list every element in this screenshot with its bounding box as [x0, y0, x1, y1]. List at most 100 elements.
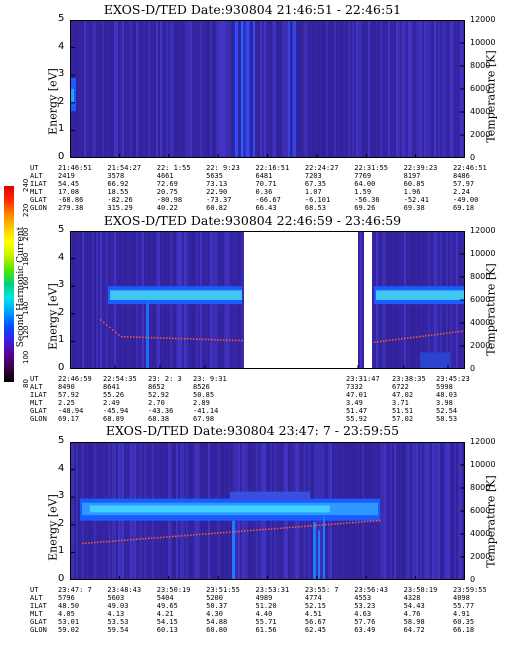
texture-stripe: [270, 20, 272, 158]
temperature-point: [319, 524, 321, 526]
texture-stripe: [448, 442, 450, 580]
ephemeris-value: 58.98: [403, 618, 425, 626]
ephemeris-value: 62.45: [304, 626, 326, 634]
temperature-point: [271, 528, 273, 530]
temperature-point: [461, 330, 463, 333]
temperature-point: [154, 537, 156, 539]
temperature-point: [407, 337, 409, 339]
ephemeris-value: 279.38: [58, 204, 84, 212]
temperature-point: [169, 536, 171, 538]
texture-stripe: [154, 20, 156, 158]
ephemeris-row-label: ILAT: [30, 391, 47, 399]
y-tick-label: 0: [58, 362, 65, 373]
temperature-point: [199, 533, 201, 536]
texture-stripe: [214, 20, 216, 158]
temperature-point: [367, 520, 369, 523]
temperature-point: [440, 333, 442, 335]
ephemeris-value: 4661: [156, 172, 174, 180]
ephemeris-value: 70.71: [255, 180, 277, 188]
temperature-point: [370, 520, 372, 522]
ephemeris-value: -56.36: [354, 196, 380, 204]
ephemeris-value: 60.80: [206, 626, 228, 634]
ephemeris-value: 64.00: [354, 180, 376, 188]
texture-stripe: [344, 20, 346, 158]
ephemeris-value: 8652: [148, 383, 165, 391]
temperature-point: [100, 319, 102, 321]
ephemeris-value: 50.37: [206, 602, 228, 610]
temperature-point: [190, 534, 192, 536]
texture-stripe: [166, 20, 168, 158]
texture-stripe: [400, 20, 402, 158]
ephemeris-value: 22:24:27: [304, 164, 339, 172]
texture-stripe: [116, 20, 118, 158]
temperature-point: [410, 336, 412, 339]
ephemeris-value: 22:54:35: [103, 375, 137, 383]
temperature-point: [235, 530, 237, 533]
texture-stripe: [218, 20, 220, 158]
temperature-point: [130, 539, 132, 541]
texture-stripe: [128, 20, 130, 158]
texture-stripe: [388, 20, 390, 158]
texture-stripe: [274, 20, 276, 158]
texture-stripe: [428, 442, 430, 580]
texture-stripe: [134, 20, 136, 158]
texture-stripe: [148, 20, 150, 158]
ephemeris-value: 54.43: [403, 602, 425, 610]
texture-stripe: [152, 20, 154, 158]
ephemeris-value: 22:46:51: [453, 164, 487, 172]
ephemeris-value: 69.26: [354, 204, 376, 212]
ephemeris-value: 57.92: [58, 391, 80, 399]
texture-stripe: [452, 20, 454, 158]
texture-stripe: [420, 442, 422, 580]
ephemeris-row-label: GLON: [30, 204, 47, 212]
temperature-point: [121, 335, 123, 338]
ephemeris-value: 2.25: [58, 399, 75, 407]
ephemeris-value: 4.51: [304, 610, 322, 618]
texture-stripe: [318, 20, 320, 158]
ephemeris-value: 1.59: [354, 188, 372, 196]
texture-stripe: [284, 20, 286, 158]
texture-stripe: [402, 442, 404, 580]
y2-tick-label: 0: [470, 153, 476, 162]
texture-stripe: [386, 20, 388, 158]
temperature-point: [202, 338, 204, 341]
y-tick-label: 3: [58, 490, 65, 502]
texture-stripe: [376, 20, 378, 158]
texture-stripe: [94, 231, 96, 369]
temperature-point: [383, 340, 385, 342]
texture-stripe: [104, 20, 106, 158]
ephemeris-value: 23:31:47: [346, 375, 380, 383]
texture-stripe: [286, 20, 288, 158]
temperature-point: [346, 522, 348, 524]
ephemeris-value: 3.71: [392, 399, 409, 407]
ephemeris-value: 23: 2: 3: [148, 375, 182, 383]
texture-stripe: [452, 442, 454, 580]
texture-stripe: [202, 20, 204, 158]
temperature-point: [238, 339, 240, 342]
ephemeris-value: 22:39:23: [403, 164, 438, 172]
texture-stripe: [428, 20, 430, 158]
temperature-point: [217, 532, 219, 534]
temperature-point: [127, 539, 129, 541]
y-tick-label: 5: [58, 435, 65, 446]
y-tick-label: 0: [58, 573, 65, 584]
ephemeris-value: 0.36: [255, 188, 273, 196]
ephemeris-row-label: GLAT: [30, 618, 47, 626]
ephemeris-value: 23:59:55: [453, 586, 487, 594]
temperature-point: [328, 523, 330, 526]
vertical-band: [146, 300, 149, 369]
temperature-point: [380, 340, 382, 343]
texture-stripe: [208, 20, 210, 158]
temperature-point: [187, 338, 189, 340]
temperature-point: [148, 537, 150, 540]
temperature-point: [434, 333, 436, 336]
y2-tick-label: 4000: [470, 318, 491, 327]
texture-stripe: [458, 442, 460, 580]
texture-stripe: [180, 20, 182, 158]
ephemeris-value: 22:31:55: [354, 164, 388, 172]
texture-stripe: [104, 231, 106, 369]
temperature-point: [241, 339, 243, 342]
temperature-point: [355, 521, 357, 524]
ephemeris-value: 2419: [58, 172, 75, 180]
ephemeris-value: 66.92: [107, 180, 129, 188]
